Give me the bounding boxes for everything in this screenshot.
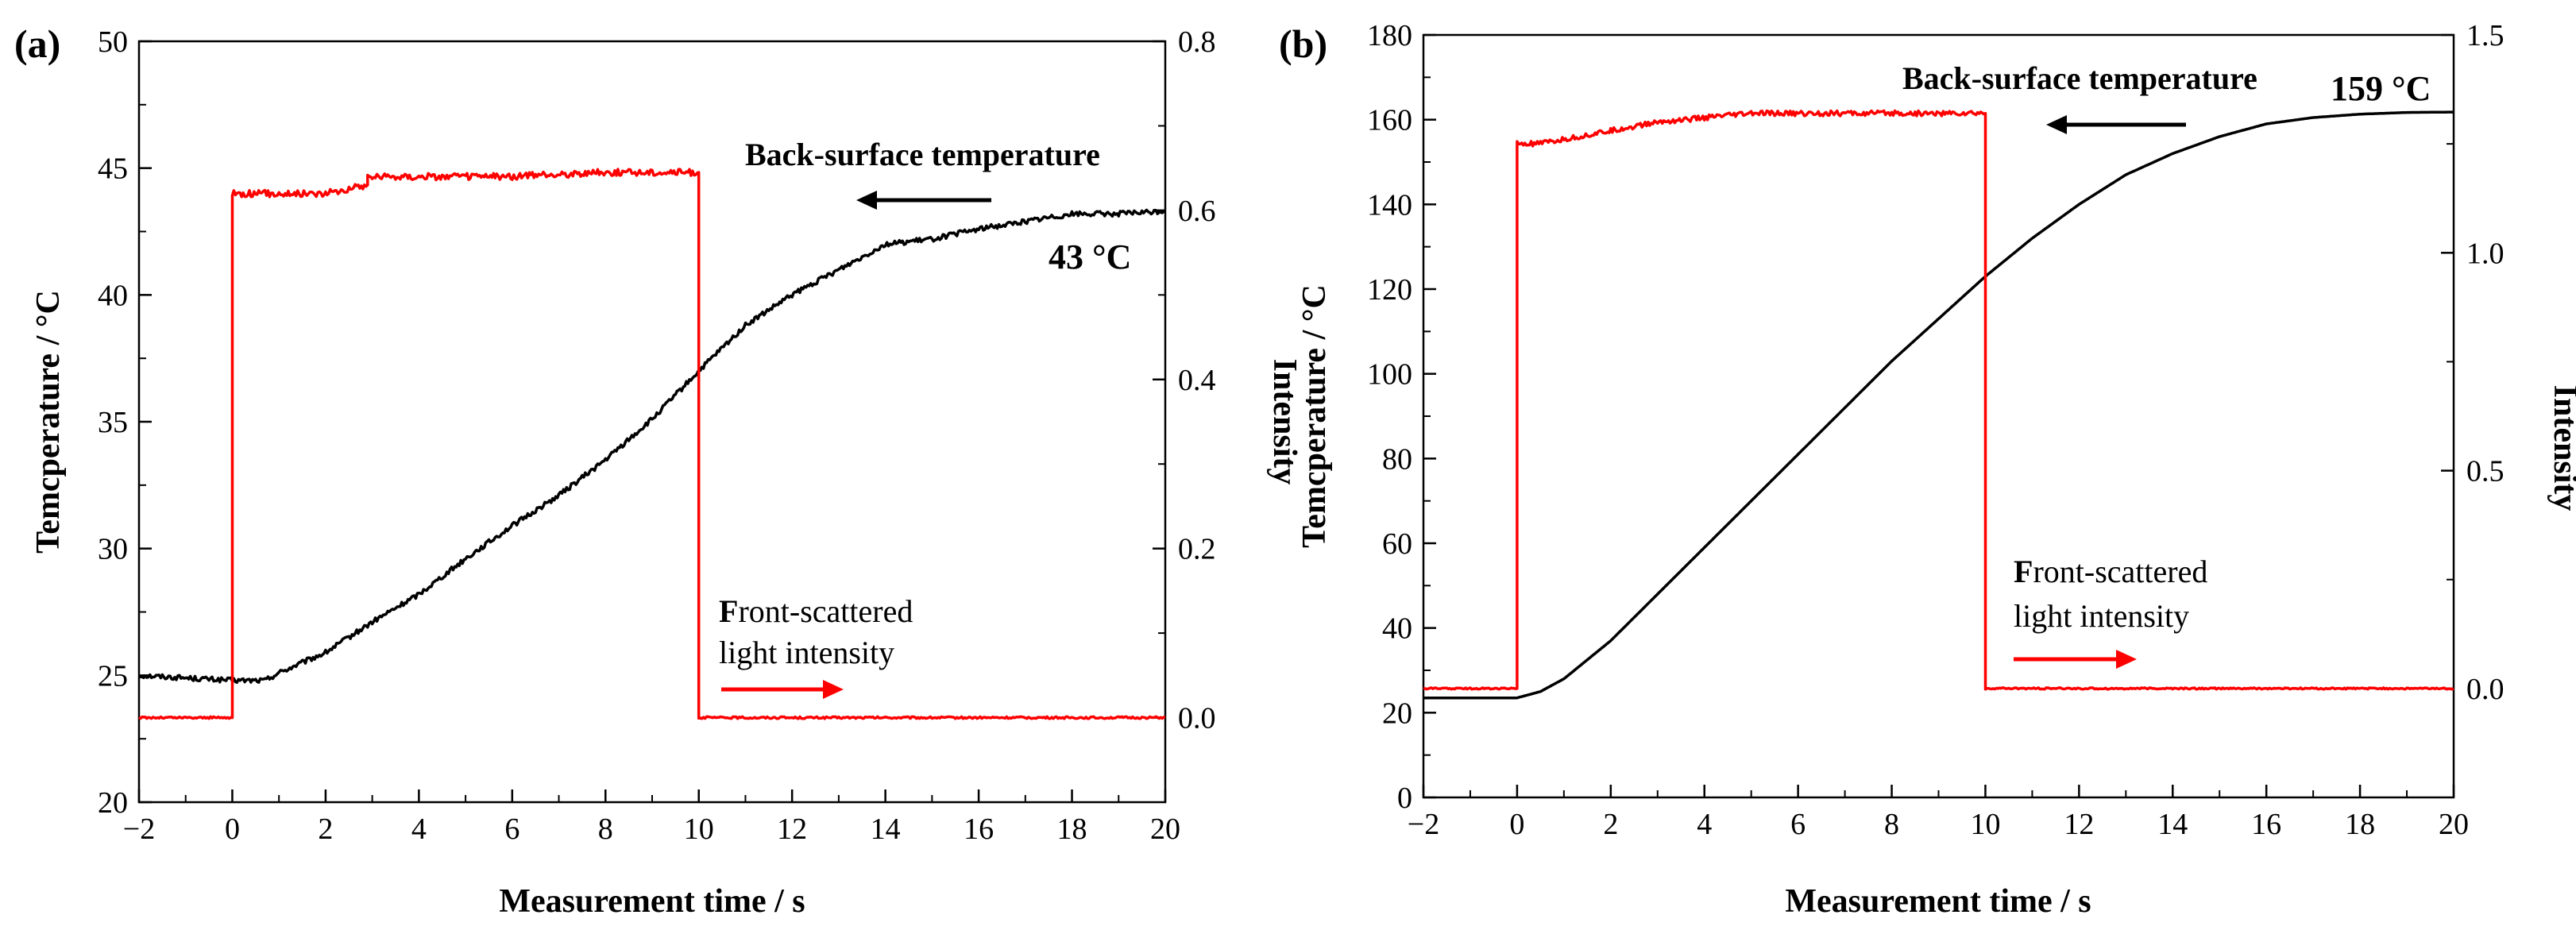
panel-b-y2-tick-label: 1.0 <box>2466 237 2505 270</box>
panel-a-series <box>138 168 1166 720</box>
panel-a-light-label-initial: F <box>719 593 738 629</box>
panel-a-y-axis-title: Temcperature / °C <box>30 290 67 554</box>
panel-b-y2-tick-label: 0.0 <box>2466 673 2505 706</box>
panel-a-y-tick-label: 30 <box>98 533 128 566</box>
panel-b-light-label-initial: F <box>2014 554 2033 589</box>
panel-b-y-tick-label: 140 <box>1367 188 1412 222</box>
panel-b-x-tick-label: 18 <box>2345 808 2375 841</box>
panel-a-light-label-line2: light intensity <box>719 635 894 670</box>
panel-a-y-tick-label: 20 <box>98 786 128 820</box>
panel-b-x-tick-label: 6 <box>1790 808 1806 841</box>
panel-a-y-tick-label: 40 <box>98 279 128 312</box>
panel-b-x-tick-label: 10 <box>1970 808 2000 841</box>
panel-a-x-tick-label: 2 <box>318 813 333 846</box>
panel-b-series <box>1423 109 2454 700</box>
panel-a-x-tick-label: 18 <box>1057 813 1087 846</box>
panel-a-light-arrow <box>721 680 844 699</box>
panel-a-y2-ticks: 0.0 0.2 0.4 0.6 0.8 <box>1153 25 1216 735</box>
panel-a-temperature-label: Back-surface temperature <box>745 137 1100 172</box>
panel-a-chart: (a) −2 0 2 4 6 8 10 12 14 16 18 20 20 25 30 35 40 45 50 0… <box>14 21 1303 920</box>
panel-b-x-tick-label: 0 <box>1509 808 1524 841</box>
panel-b-label: (b) <box>1279 21 1327 66</box>
panel-b-intensity-line <box>1423 109 2454 691</box>
panel-a-x-tick-label: 4 <box>411 813 427 846</box>
panel-a-x-tick-label: 6 <box>504 813 519 846</box>
panel-a-x-tick-label: 20 <box>1150 813 1180 846</box>
panel-a-y2-tick-label: 0.4 <box>1178 364 1216 397</box>
panel-a-x-tick-label: 0 <box>225 813 240 846</box>
panel-b-light-label-line1: Front-scattered <box>2014 554 2207 589</box>
panel-b-x-tick-label: 8 <box>1884 808 1899 841</box>
panel-b-x-tick-label: 16 <box>2251 808 2281 841</box>
panel-b-light-label-rest: ront-scattered <box>2033 554 2207 589</box>
panel-a-light-label-rest: ront-scattered <box>738 593 913 629</box>
panel-a-x-tick-label: 14 <box>871 813 901 846</box>
panel-b-light-arrow <box>2014 650 2137 669</box>
panel-b-chart: (b) −2 0 2 4 6 8 10 12 14 16 18 20 0204060801001201… <box>1279 19 2576 920</box>
panel-b-y-tick-label: 0 <box>1397 782 1412 815</box>
panel-b-temperature-label: Back-surface temperature <box>1902 60 2257 96</box>
panel-a-light-label-line1: Front-scattered <box>719 593 913 629</box>
panel-b-final-temperature: 159 °C <box>2331 69 2431 108</box>
panel-b-y-tick-label: 20 <box>1382 697 1412 730</box>
panel-b-light-label-line2: light intensity <box>2014 598 2189 634</box>
panel-a-y2-tick-label: 0.0 <box>1178 702 1216 735</box>
panel-a-y-ticks: 20 25 30 35 40 45 50 <box>98 25 152 820</box>
panel-a-y-tick-label: 35 <box>98 406 128 439</box>
panel-b-plot-frame <box>1422 33 2455 799</box>
panel-a-temperature-line <box>138 208 1166 684</box>
panel-b-y2-axis-title: Intensity <box>2547 385 2576 511</box>
panel-b-x-ticks: −2 0 2 4 6 8 10 12 14 16 18 20 <box>1408 785 2469 841</box>
panel-a-y2-tick-label: 0.8 <box>1178 25 1216 59</box>
panel-a-y2-tick-label: 0.6 <box>1178 195 1216 228</box>
panel-a-final-temperature: 43 °C <box>1049 237 1131 276</box>
panel-a-temperature-arrow <box>856 191 991 210</box>
panel-a-x-axis-title: Measurement time / s <box>499 883 805 920</box>
panel-a-intensity-line <box>138 168 1166 720</box>
panel-a-y-tick-label: 25 <box>98 659 128 693</box>
panel-a-x-tick-label: 8 <box>598 813 613 846</box>
panel-a-x-ticks: −2 0 2 4 6 8 10 12 14 16 18 20 <box>123 789 1180 846</box>
panel-a-y2-tick-label: 0.2 <box>1178 533 1216 566</box>
panel-b-x-tick-label: 14 <box>2157 808 2188 841</box>
panel-b-y-ticks: 0 20 40 60 80 100 120 140 160 180 <box>1367 19 1436 815</box>
panel-a-y-tick-label: 45 <box>98 152 128 186</box>
panel-b-x-tick-label: 4 <box>1697 808 1712 841</box>
panel-b-y-tick-label: 160 <box>1367 104 1412 137</box>
panel-b-temperature-arrow <box>2046 115 2186 134</box>
panel-a-y2-axis-title: Intensity <box>1266 359 1303 485</box>
panel-b-y-tick-label: 120 <box>1367 273 1412 307</box>
panel-a-x-tick-label: 10 <box>684 813 714 846</box>
panel-b-x-tick-label: −2 <box>1408 808 1439 841</box>
panel-b-y-tick-label: 100 <box>1367 358 1412 392</box>
panel-b-x-tick-label: 20 <box>2439 808 2469 841</box>
panel-a-x-tick-label: 12 <box>777 813 807 846</box>
panel-b-x-axis-title: Measurement time / s <box>1785 883 2091 920</box>
panel-a-y-tick-label: 50 <box>98 25 128 59</box>
panel-b-y-tick-label: 60 <box>1382 527 1412 561</box>
panel-b-x-tick-label: 2 <box>1603 808 1618 841</box>
panel-b-y-tick-label: 180 <box>1367 19 1412 52</box>
panel-a-x-tick-label: 16 <box>964 813 994 846</box>
panel-a-x-tick-label: −2 <box>123 813 155 846</box>
panel-b-y-axis-title: Temcperature / °C <box>1296 284 1333 548</box>
panel-b-y2-tick-label: 0.5 <box>2466 455 2505 488</box>
panel-b-x-tick-label: 12 <box>2064 808 2094 841</box>
panel-b-y2-tick-label: 1.5 <box>2466 19 2505 52</box>
panel-a-label: (a) <box>14 21 60 66</box>
panel-b-y2-ticks: 0.0 0.5 1.0 1.5 <box>2441 19 2505 706</box>
panel-b-temperature-line <box>1423 110 2454 700</box>
panel-b-y-tick-label: 80 <box>1382 442 1412 476</box>
panel-b-y-tick-label: 40 <box>1382 612 1412 646</box>
